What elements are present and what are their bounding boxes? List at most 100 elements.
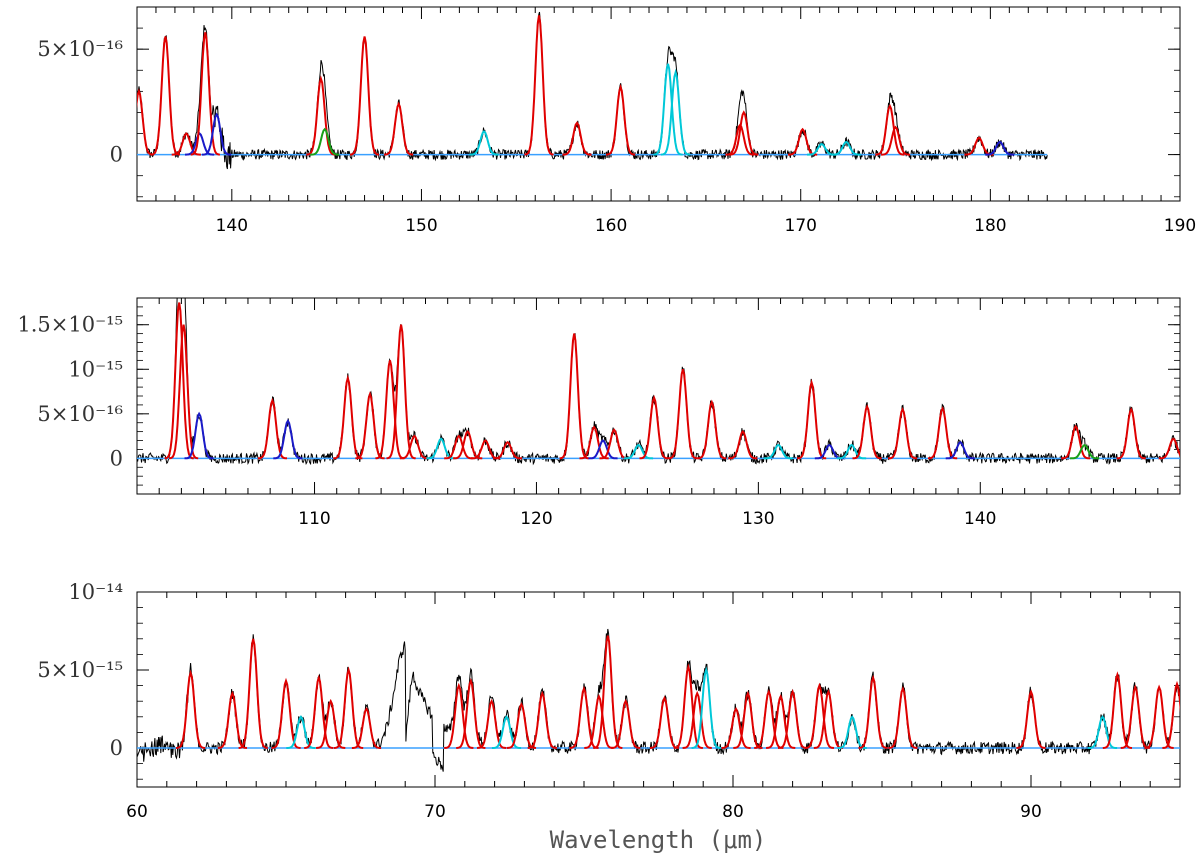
model-line-red — [697, 399, 727, 460]
model-line-red — [721, 706, 751, 749]
plot-frame — [136, 297, 1181, 495]
model-line-red — [668, 369, 698, 460]
model-line-red — [150, 36, 181, 156]
y-tick-label: 1.5×10⁻¹⁵ — [17, 313, 123, 337]
model-line-red — [797, 379, 827, 460]
model-line-cyan — [653, 63, 683, 156]
model-line-red — [1061, 424, 1091, 460]
model-line-cyan — [491, 715, 522, 749]
model-line-red — [733, 690, 763, 749]
model-line-red — [584, 693, 614, 749]
model-line-red — [316, 698, 346, 749]
model-line-red — [875, 103, 905, 156]
model-line-red — [349, 36, 380, 156]
y-tick-label: 10⁻¹⁴ — [68, 580, 123, 604]
model-line-green — [310, 127, 340, 156]
x-tick-label: 140 — [964, 509, 996, 529]
panel-top: 140 150 160 170 180 190 0 5×10⁻¹⁶ — [37, 6, 1196, 236]
x-tick-label: 120 — [520, 509, 552, 529]
model-line-blue — [273, 418, 303, 460]
x-tick-label: 110 — [298, 509, 330, 529]
x-tick-label: 170 — [785, 216, 817, 236]
model-line-red — [175, 669, 206, 749]
model-line-cyan — [286, 715, 316, 749]
model-line-red — [1162, 680, 1180, 749]
model-line-red — [137, 88, 154, 156]
x-tick-label: 150 — [405, 216, 437, 236]
model-line-blue — [985, 140, 1015, 156]
model-line-red — [682, 690, 712, 749]
model-line-red — [766, 693, 796, 749]
plot-area — [137, 298, 1180, 466]
model-line-red — [217, 690, 248, 749]
model-line-cyan — [623, 443, 654, 460]
x-tick-label: 60 — [126, 802, 148, 822]
model-line-red — [673, 663, 703, 749]
model-line-red — [888, 685, 918, 749]
model-line-red — [444, 434, 474, 460]
model-line-red — [171, 132, 201, 156]
y-tick-label: 0 — [110, 446, 123, 470]
model-line-red — [271, 677, 301, 749]
model-line-red — [456, 677, 486, 749]
model-line-red — [813, 689, 844, 749]
model-line-red — [527, 690, 557, 749]
model-line-blue — [184, 411, 214, 460]
model-line-red — [858, 674, 888, 749]
model-line-red — [593, 635, 623, 749]
model-line-red — [1158, 437, 1180, 460]
model-line-red — [492, 441, 523, 460]
model-line-red — [306, 75, 336, 156]
model-line-red — [304, 674, 334, 749]
model-line-blue — [202, 112, 232, 156]
x-tick-label: 190 — [1164, 216, 1196, 236]
model-line-red — [611, 698, 641, 749]
model-line-red — [649, 695, 680, 749]
model-line-red — [1144, 684, 1174, 749]
model-line-cyan — [691, 666, 721, 749]
y-tick-label: 0 — [110, 736, 123, 760]
model-line-red — [168, 324, 199, 460]
model-line-blue — [945, 441, 975, 460]
model-line-red — [257, 397, 287, 460]
observed-spectrum — [137, 628, 1180, 772]
x-tick-label: 160 — [595, 216, 627, 236]
x-tick-label: 140 — [216, 216, 248, 236]
x-tick-label: 180 — [974, 216, 1006, 236]
model-line-red — [754, 689, 784, 749]
model-line-red — [728, 429, 758, 460]
model-line-cyan — [426, 437, 456, 460]
y-tick-label: 5×10⁻¹⁵ — [37, 658, 123, 682]
model-line-red — [333, 374, 363, 460]
model-line-red — [190, 32, 220, 156]
model-line-red — [1120, 684, 1150, 749]
x-axis-title: Wavelength (μm) — [550, 826, 767, 854]
model-line-cyan — [836, 443, 867, 460]
model-line-red — [1102, 671, 1133, 749]
model-line-red — [444, 682, 474, 749]
model-line-cyan — [807, 143, 837, 156]
model-line-cyan — [831, 140, 861, 156]
model-line-red — [506, 702, 537, 749]
model-line-red — [729, 110, 759, 156]
model-line-red — [559, 333, 589, 460]
model-line-red — [777, 689, 808, 749]
plot-frame — [136, 591, 1181, 788]
plot-area — [137, 628, 1180, 772]
model-line-red — [399, 434, 430, 460]
y-tick-label: 5×10⁻¹⁶ — [37, 402, 123, 426]
model-line-red — [386, 324, 416, 460]
model-line-red — [384, 101, 414, 156]
model-line-red — [880, 125, 911, 156]
plot-frame — [136, 6, 1181, 202]
model-line-blue — [185, 132, 215, 156]
y-tick-label: 10⁻¹⁵ — [68, 357, 123, 381]
plot-area — [137, 11, 1048, 170]
x-tick-label: 80 — [722, 802, 744, 822]
model-line-red — [804, 682, 835, 749]
observed-spectrum — [137, 11, 1048, 170]
model-line-red — [238, 638, 268, 749]
model-line-red — [1116, 407, 1146, 460]
model-line-green — [1069, 443, 1100, 460]
model-line-red — [524, 15, 554, 156]
